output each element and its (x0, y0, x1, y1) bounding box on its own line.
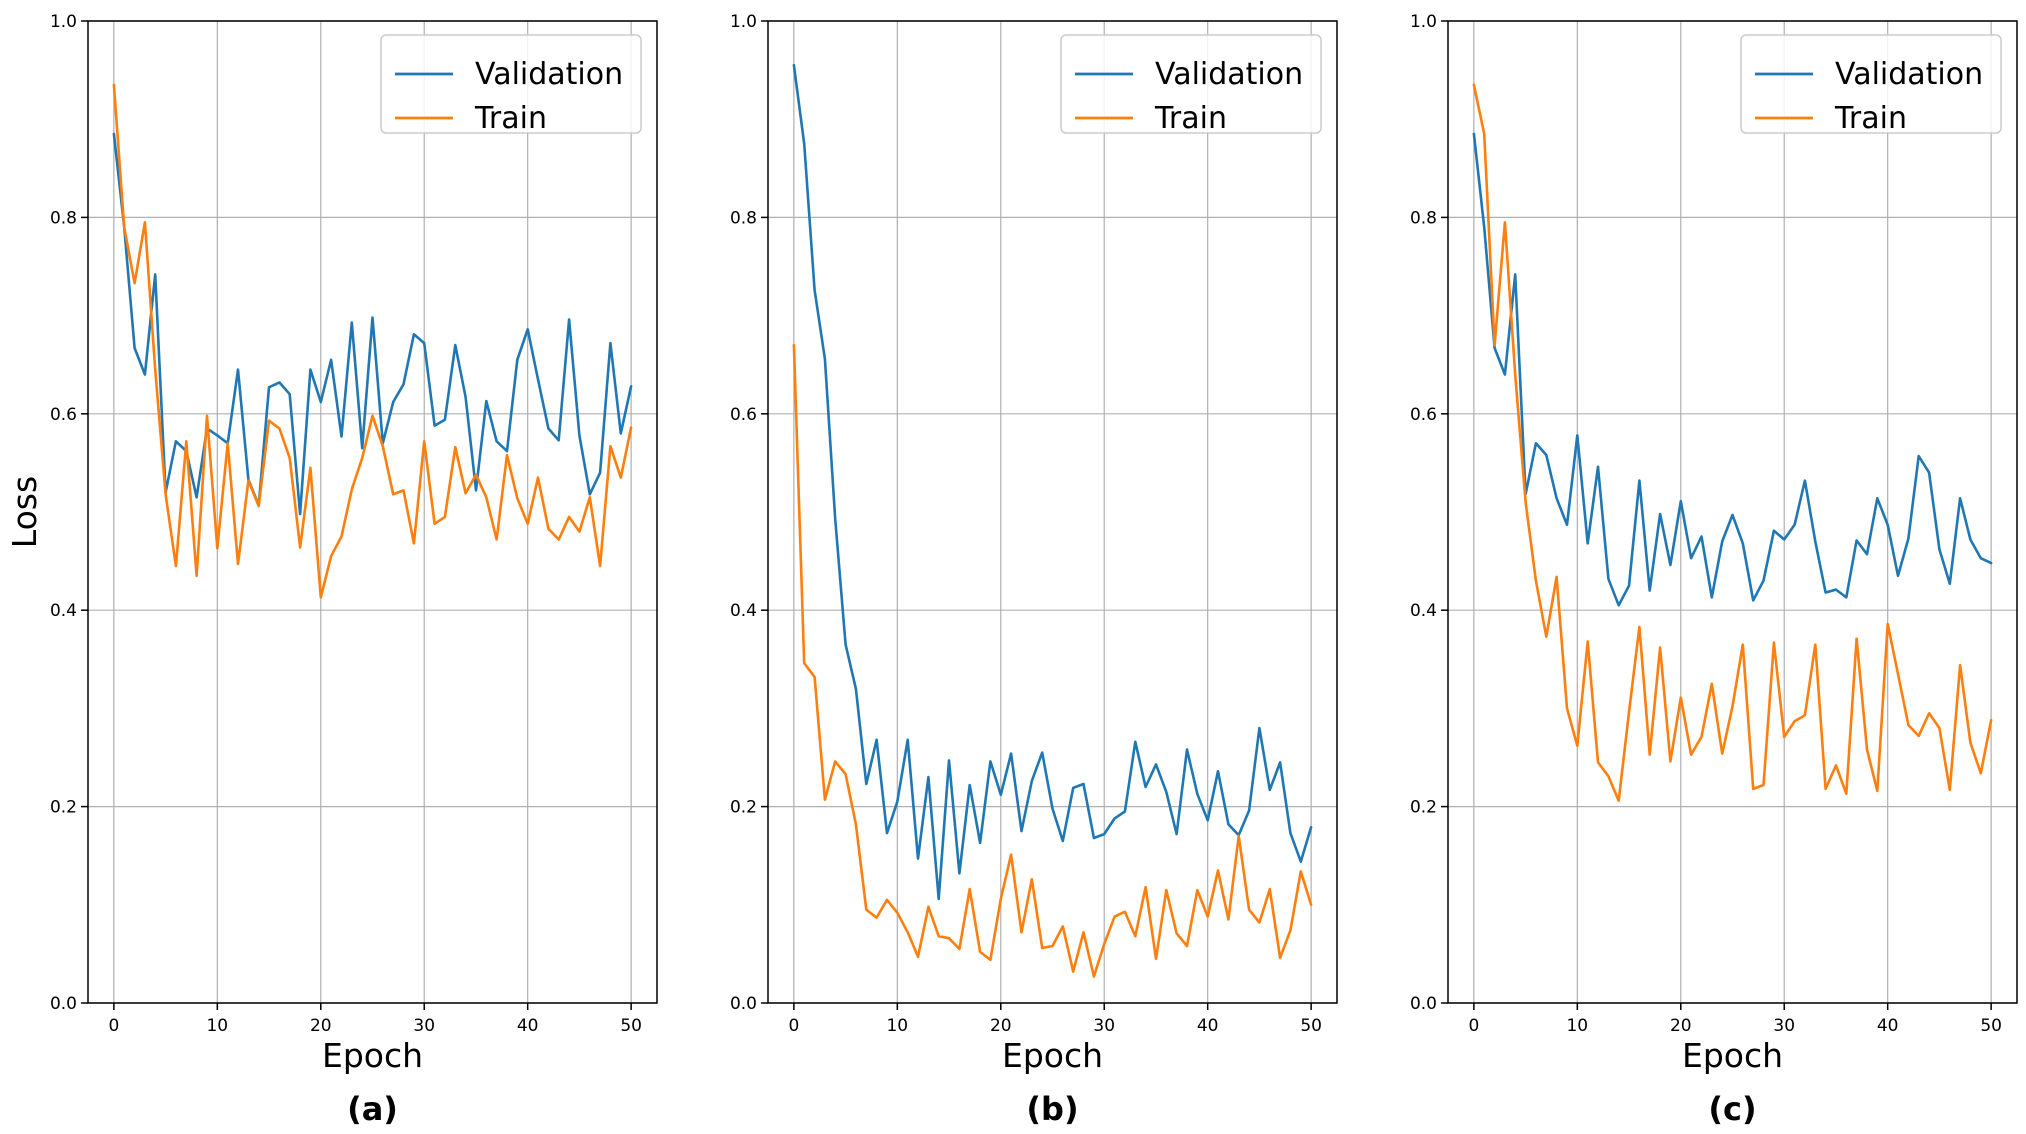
x-tick-label: 0 (1468, 1016, 1479, 1036)
x-tick-label: 30 (1093, 1016, 1115, 1036)
series-line-train (792, 343, 1313, 978)
legend-label-validation: Validation (475, 57, 623, 92)
y-tick-label: 0.8 (50, 208, 77, 228)
x-tick-label: 10 (206, 1016, 228, 1036)
y-tick-label: 0.2 (50, 798, 77, 818)
series-line-train (112, 83, 633, 599)
legend-label-train: Train (1154, 101, 1227, 136)
x-tick-label: 50 (620, 1016, 642, 1036)
subplot-3: 0 10 20 30 40 50 0.0 0.2 0.4 0.6 0.8 1.0 Epoch (c) Val… (1410, 12, 2018, 1128)
y-tick-label: 0.6 (730, 405, 757, 425)
series-line-validation (1472, 132, 1993, 607)
x-tick-label: 10 (1566, 1016, 1588, 1036)
y-tick-label: 0.2 (1410, 798, 1437, 818)
legend-box (380, 34, 642, 134)
x-tick-label: 20 (310, 1016, 332, 1036)
y-tick-label: 0.0 (1410, 994, 1437, 1014)
x-axis-label: Epoch (322, 1036, 423, 1075)
x-tick-label: 30 (413, 1016, 435, 1036)
y-tick-label: 0.2 (730, 798, 757, 818)
legend-box (1060, 34, 1322, 134)
y-tick-label: 0.6 (1410, 405, 1437, 425)
subplot-2: 0 10 20 30 40 50 0.0 0.2 0.4 0.6 0.8 1.0 Epoch (b) Val… (730, 12, 1338, 1128)
y-tick-label: 1.0 (1410, 12, 1437, 32)
axes-frame (767, 20, 1338, 1004)
legend-label-validation: Validation (1835, 57, 1983, 92)
series-line-validation (792, 63, 1313, 901)
x-tick-label: 20 (1670, 1016, 1692, 1036)
x-tick-label: 50 (1300, 1016, 1322, 1036)
x-tick-label: 0 (108, 1016, 119, 1036)
y-tick-label: 1.0 (50, 12, 77, 32)
x-tick-label: 40 (517, 1016, 539, 1036)
y-tick-label: 0.0 (730, 994, 757, 1014)
axes-frame (87, 20, 658, 1004)
subplot-1: 0 10 20 30 40 50 0.0 0.2 0.4 0.6 0.8 1.0 Epoch Loss (a… (5, 12, 658, 1128)
legend: Validation Train (1740, 34, 2002, 136)
y-tick-label: 0.4 (50, 601, 77, 621)
x-axis-label: Epoch (1682, 1036, 1783, 1075)
y-tick-label: 0.0 (50, 994, 77, 1014)
y-tick-label: 0.4 (1410, 601, 1437, 621)
x-tick-label: 40 (1197, 1016, 1219, 1036)
panel-label: (a) (347, 1090, 398, 1128)
legend-box (1740, 34, 2002, 134)
y-tick-label: 0.6 (50, 405, 77, 425)
x-axis-label: Epoch (1002, 1036, 1103, 1075)
x-tick-label: 0 (788, 1016, 799, 1036)
x-tick-label: 30 (1773, 1016, 1795, 1036)
legend-label-train: Train (1834, 101, 1907, 136)
series-line-validation (112, 132, 633, 516)
legend: Validation Train (380, 34, 642, 136)
axes-frame (1447, 20, 2018, 1004)
x-tick-label: 10 (886, 1016, 908, 1036)
y-tick-label: 0.4 (730, 601, 757, 621)
x-tick-label: 40 (1877, 1016, 1899, 1036)
legend: Validation Train (1060, 34, 1322, 136)
y-axis-label: Loss (5, 476, 44, 548)
series-line-train (1472, 83, 1993, 803)
panel-label: (c) (1708, 1090, 1756, 1128)
y-tick-label: 1.0 (730, 12, 757, 32)
legend-label-train: Train (474, 101, 547, 136)
y-tick-label: 0.8 (730, 208, 757, 228)
legend-label-validation: Validation (1155, 57, 1303, 92)
panel-label: (b) (1026, 1090, 1078, 1128)
y-tick-label: 0.8 (1410, 208, 1437, 228)
x-tick-label: 50 (1980, 1016, 2002, 1036)
x-tick-label: 20 (990, 1016, 1012, 1036)
